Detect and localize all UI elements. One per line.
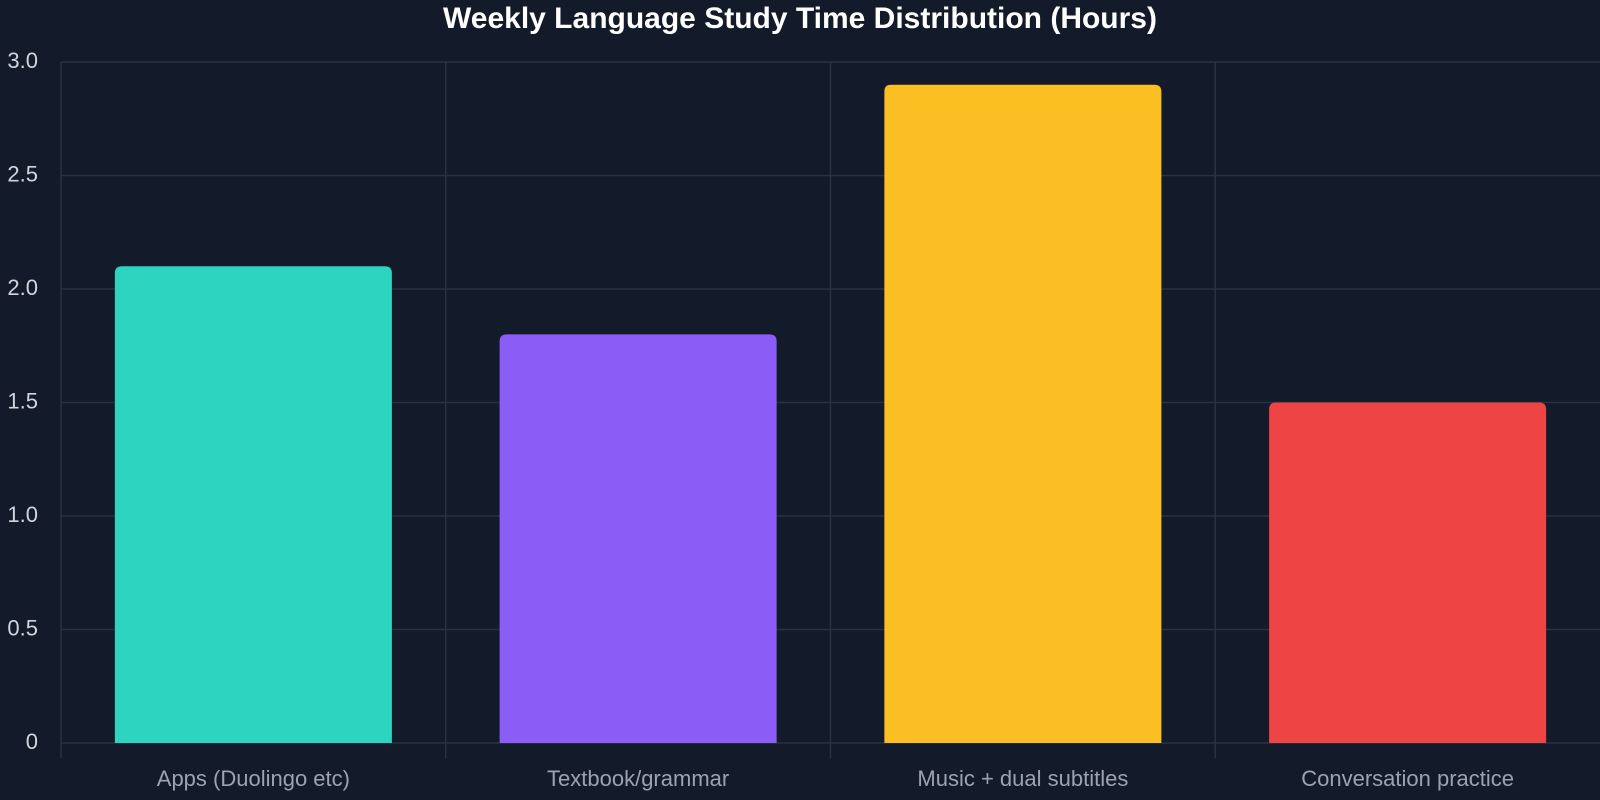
bar [499, 334, 777, 743]
y-tick-label: 0 [26, 729, 38, 754]
x-tick-label: Apps (Duolingo etc) [157, 766, 350, 791]
y-tick-label: 2.5 [7, 161, 38, 186]
y-tick-label: 1.5 [7, 388, 38, 413]
bar [1269, 402, 1547, 743]
y-tick-label: 2.0 [7, 275, 38, 300]
y-tick-label: 0.5 [7, 615, 38, 640]
x-tick-label: Textbook/grammar [547, 766, 729, 791]
y-tick-label: 1.0 [7, 502, 38, 527]
x-tick-label: Conversation practice [1301, 766, 1514, 791]
x-tick-label: Music + dual subtitles [917, 766, 1128, 791]
bar [884, 84, 1162, 743]
bar [114, 266, 392, 743]
chart-title: Weekly Language Study Time Distribution … [443, 2, 1157, 35]
y-tick-label: 3.0 [7, 48, 38, 73]
